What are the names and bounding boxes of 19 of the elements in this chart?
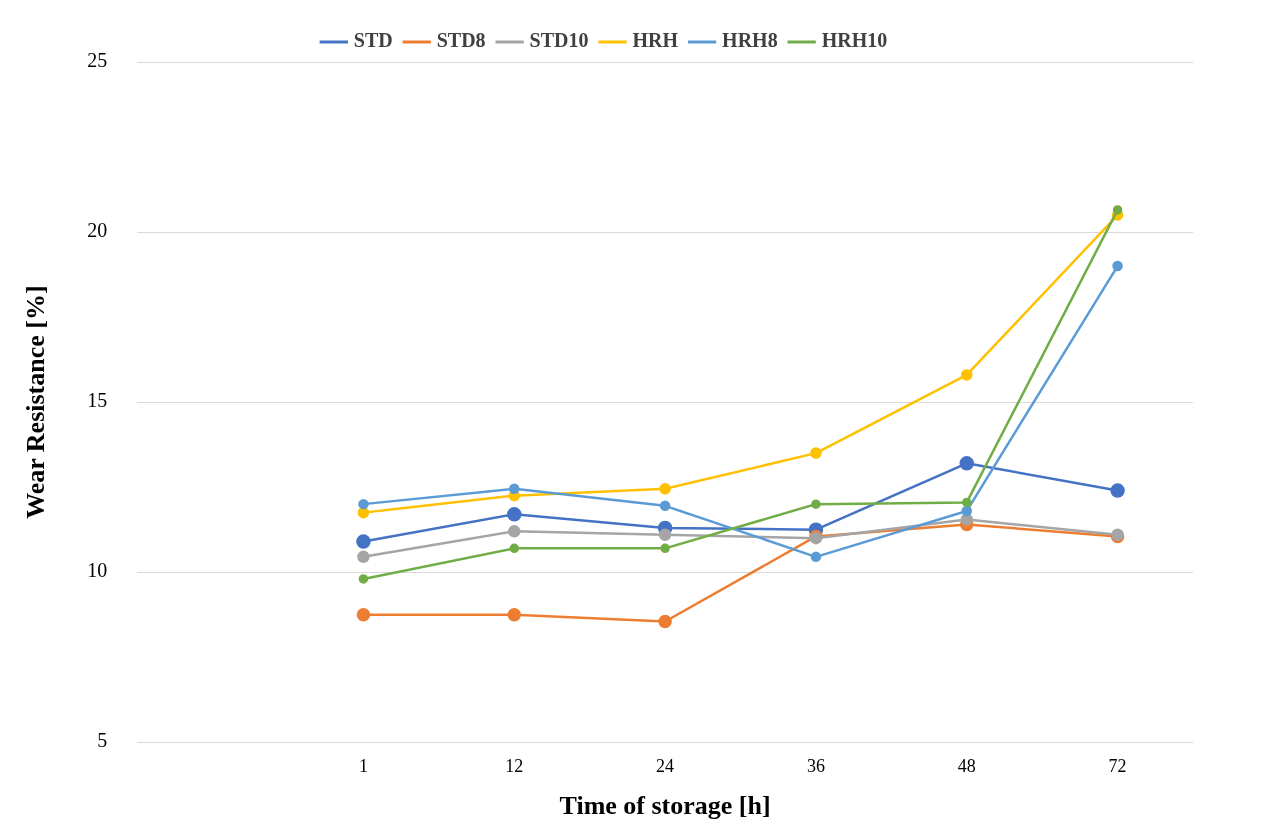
- x-axis-title: Time of storage [h]: [559, 791, 771, 821]
- y-axis-title: Wear Resistance [%]: [21, 285, 51, 519]
- x-tick-label: 1: [358, 755, 368, 776]
- legend-label: HRH10: [821, 29, 888, 52]
- legend-label: HRH8: [722, 29, 778, 52]
- y-tick-label: 25: [87, 49, 108, 72]
- y-tick-label: 5: [97, 729, 108, 752]
- legend-label: STD10: [529, 29, 589, 52]
- x-tick-label: 48: [957, 755, 976, 776]
- x-tick-label: 24: [656, 755, 675, 776]
- x-tick-label: 36: [806, 755, 825, 776]
- x-tick-label: 72: [1108, 755, 1127, 776]
- legend-label: STD8: [436, 29, 486, 52]
- y-tick-label: 20: [87, 219, 108, 242]
- x-tick-label: 12: [505, 755, 524, 776]
- y-tick-label: 15: [87, 389, 108, 412]
- legend-label: STD: [353, 29, 393, 52]
- legend-label: HRH: [632, 29, 679, 52]
- y-tick-label: 10: [87, 559, 108, 582]
